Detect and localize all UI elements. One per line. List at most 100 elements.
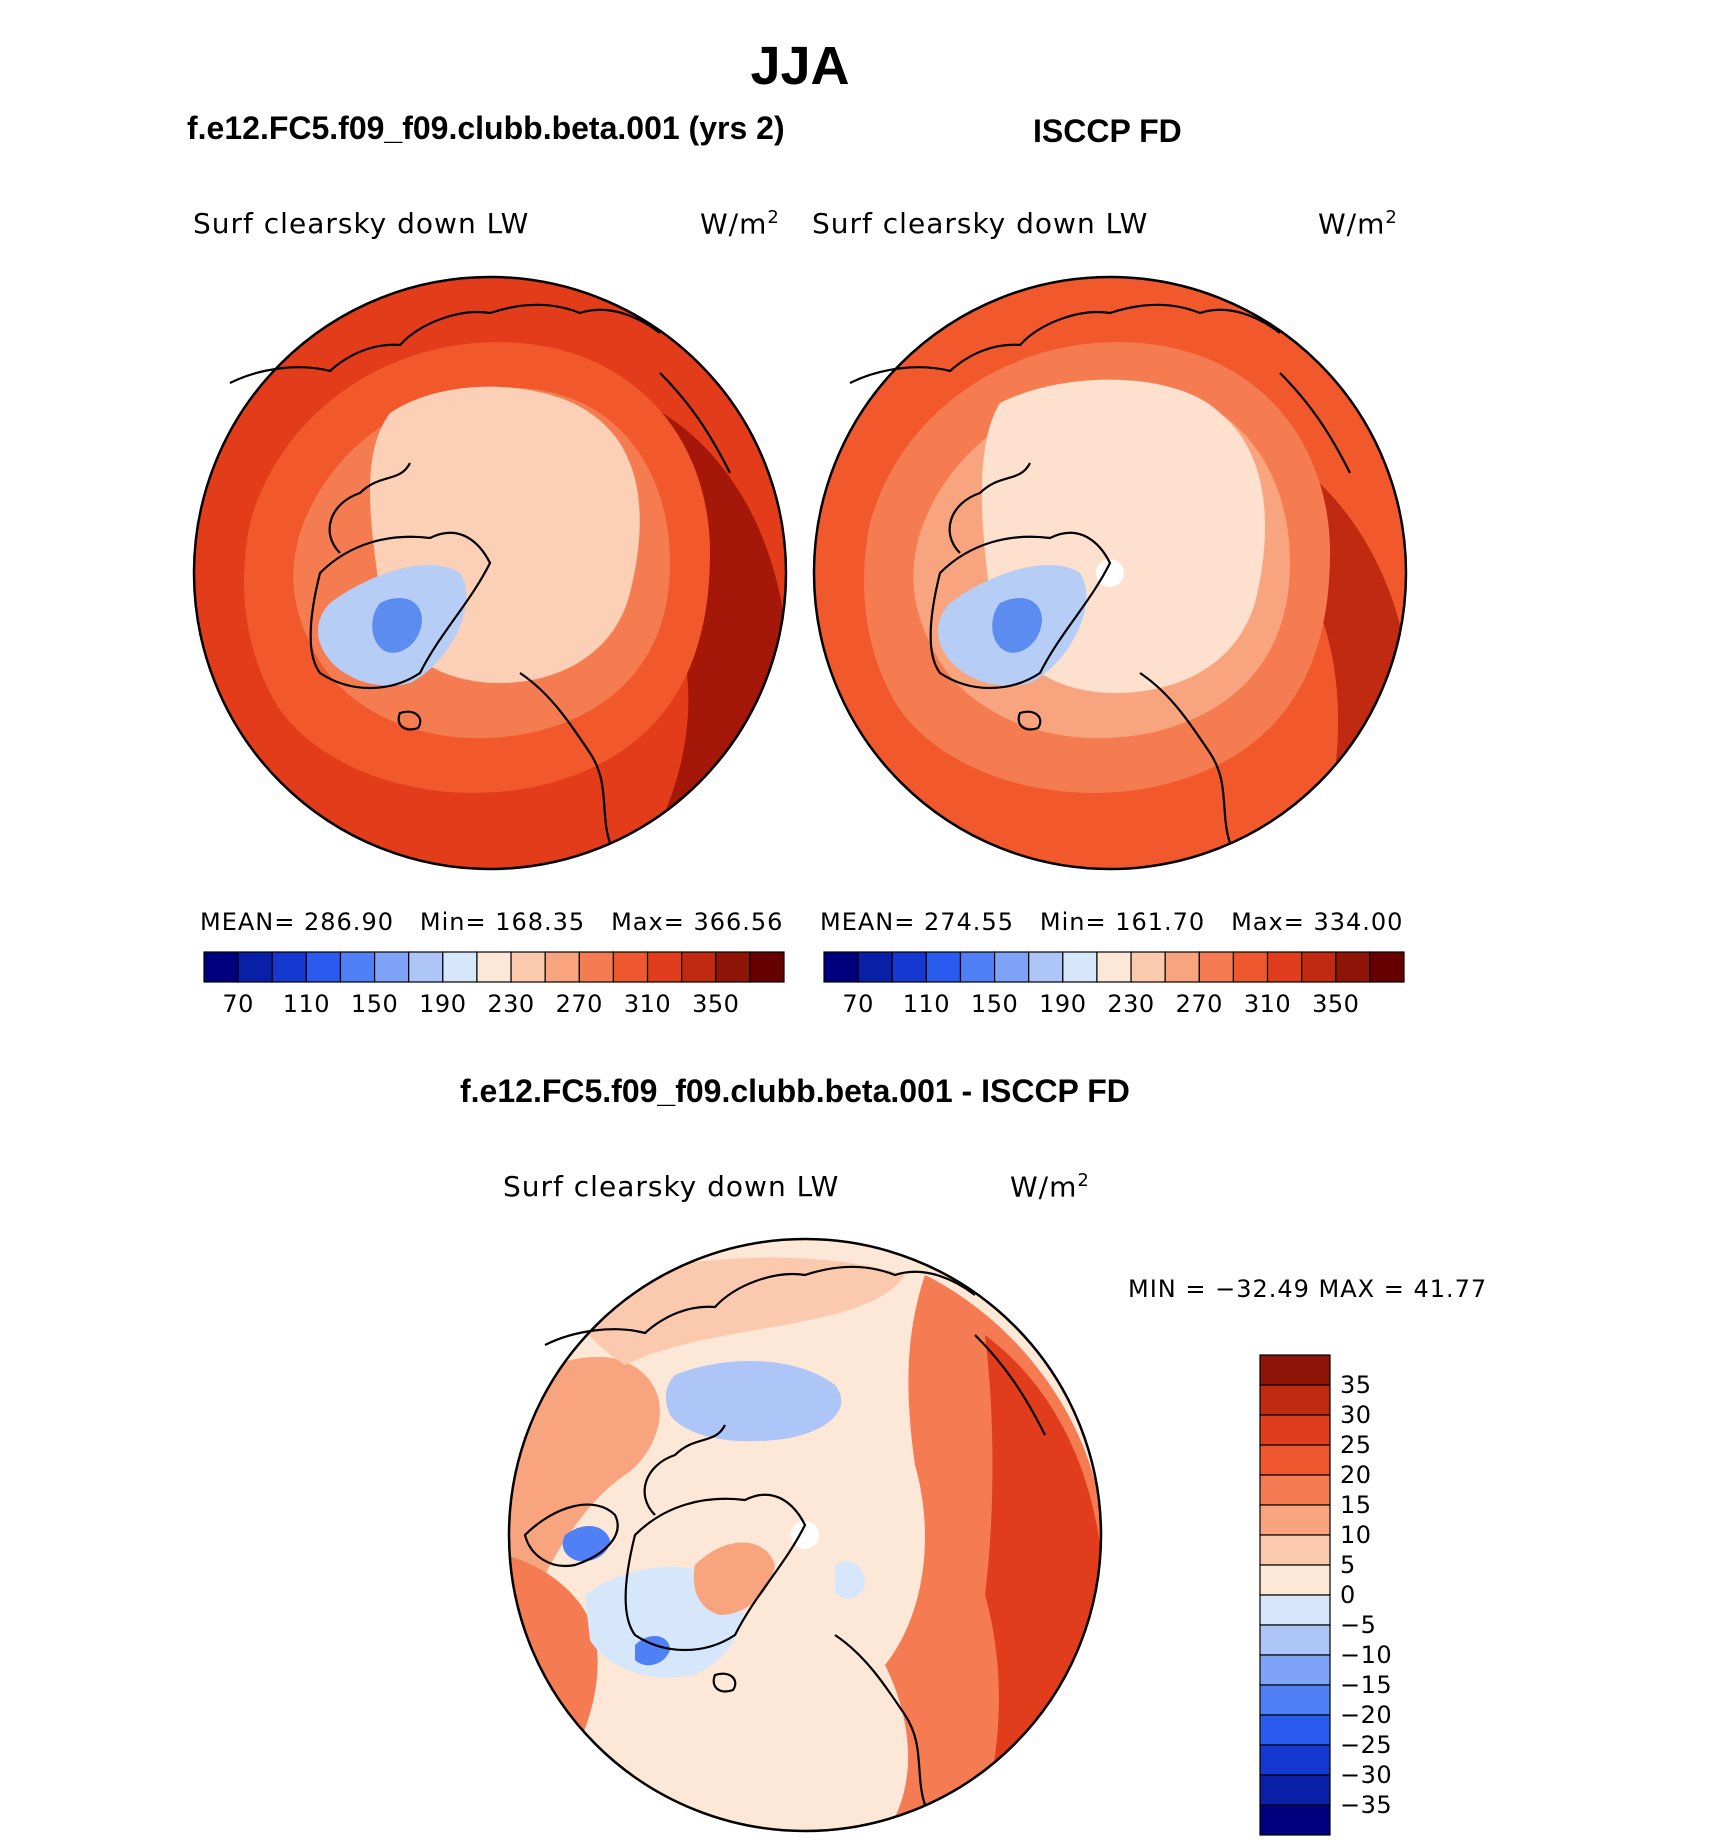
model-colorbar — [203, 951, 785, 983]
colorbar-tick-label: 70 — [222, 990, 254, 1018]
model-colorbar-ticks: 70 110 150 190 230 270 310 350 — [204, 990, 784, 1020]
colorbar-swatch — [749, 951, 785, 983]
colorbar-swatch — [1259, 1504, 1331, 1536]
obs-coastlines — [849, 303, 1351, 844]
colorbar-tick-label: 5 — [1340, 1551, 1356, 1579]
colorbar-swatch — [1259, 1654, 1331, 1686]
obs-panel-heading: ISCCP FD — [1033, 113, 1182, 149]
diff-field-pos4-east — [975, 1335, 1101, 1831]
colorbar-swatch — [373, 951, 410, 983]
colorbar-swatch — [1232, 951, 1269, 983]
colorbar-swatch — [1266, 951, 1303, 983]
diff-colorbar-ticks: 35 30 25 20 15 10 5 0 −5 −10 −15 −20 −25 −30 −35 — [1340, 1355, 1420, 1835]
colorbar-tick-label: 110 — [902, 990, 950, 1018]
colorbar-swatch — [1259, 1354, 1331, 1386]
colorbar-swatch — [237, 951, 273, 983]
colorbar-tick-label: −5 — [1340, 1611, 1377, 1639]
model-map-border — [192, 275, 788, 871]
colorbar-swatch — [1335, 951, 1371, 983]
diff-panel-heading: f.e12.FC5.f09_f09.clubb.beta.001 - ISCCP… — [460, 1073, 1130, 1109]
colorbar-swatch — [271, 951, 307, 983]
colorbar-swatch — [612, 951, 649, 983]
colorbar-swatch — [1259, 1564, 1331, 1596]
colorbar-tick-label: 25 — [1340, 1431, 1372, 1459]
colorbar-swatch — [1259, 1414, 1331, 1446]
colorbar-swatch — [891, 951, 927, 983]
colorbar-tick-label: −15 — [1340, 1671, 1393, 1699]
colorbar-swatch — [442, 951, 478, 983]
diff-field-neg1-east — [835, 1561, 865, 1599]
colorbar-tick-label: 270 — [555, 990, 603, 1018]
colorbar-tick-label: 0 — [1340, 1581, 1356, 1609]
colorbar-tick-label: 15 — [1340, 1491, 1372, 1519]
colorbar-swatch — [1301, 951, 1337, 983]
colorbar-tick-label: 350 — [692, 990, 740, 1018]
obs-polar-map — [812, 275, 1408, 871]
colorbar-swatch — [715, 951, 751, 983]
colorbar-swatch — [1259, 1444, 1331, 1476]
model-panel-heading: f.e12.FC5.f09_f09.clubb.beta.001 (yrs 2) — [187, 110, 785, 146]
colorbar-swatch — [993, 951, 1030, 983]
obs-units-label: W/m2 — [1318, 207, 1398, 241]
colorbar-swatch — [681, 951, 717, 983]
colorbar-tick-label: 150 — [970, 990, 1019, 1018]
colorbar-tick-label: 350 — [1312, 990, 1360, 1018]
diff-colorbar — [1259, 1354, 1331, 1836]
colorbar-swatch — [823, 951, 859, 983]
colorbar-tick-label: 30 — [1340, 1401, 1372, 1429]
model-variable-label: Surf clearsky down LW — [193, 207, 530, 240]
obs-colorbar-ticks: 70 110 150 190 230 270 310 350 — [824, 990, 1404, 1020]
colorbar-swatch — [646, 951, 683, 983]
colorbar-tick-label: 10 — [1340, 1521, 1372, 1549]
diff-field-pos2-greenland — [693, 1542, 775, 1615]
colorbar-swatch — [1369, 951, 1405, 983]
figure-title: JJA — [750, 36, 850, 96]
colorbar-swatch — [1096, 951, 1132, 983]
colorbar-swatch — [1062, 951, 1098, 983]
obs-pole-gap — [1096, 559, 1124, 587]
colorbar-tick-label: −35 — [1340, 1791, 1393, 1819]
diff-field-neg3-patch — [562, 1525, 610, 1562]
colorbar-tick-label: 35 — [1340, 1371, 1372, 1399]
colorbar-tick-label: 230 — [1107, 990, 1155, 1018]
colorbar-swatch — [1259, 1534, 1331, 1566]
colorbar-tick-label: 110 — [282, 990, 330, 1018]
diff-units-label: W/m2 — [1010, 1170, 1090, 1204]
model-polar-map — [192, 275, 788, 871]
colorbar-swatch — [1130, 951, 1166, 983]
colorbar-swatch — [578, 951, 615, 983]
colorbar-tick-label: −30 — [1340, 1761, 1393, 1789]
diff-pole-gap — [791, 1521, 819, 1549]
obs-colorbar — [823, 951, 1405, 983]
model-stats: MEAN= 286.90 Min= 168.35 Max= 366.56 — [200, 908, 784, 936]
colorbar-swatch — [544, 951, 580, 983]
obs-greenland-core — [992, 598, 1042, 653]
diff-variable-label: Surf clearsky down LW — [503, 1170, 840, 1203]
colorbar-swatch — [857, 951, 893, 983]
colorbar-swatch — [1259, 1714, 1331, 1746]
colorbar-swatch — [339, 951, 376, 983]
colorbar-swatch — [1259, 1474, 1331, 1506]
obs-variable-label: Surf clearsky down LW — [812, 207, 1149, 240]
diff-field-neg3-greenland — [635, 1635, 670, 1666]
diff-map-border — [507, 1237, 1103, 1833]
colorbar-swatch — [1259, 1594, 1331, 1626]
colorbar-swatch — [1028, 951, 1064, 983]
colorbar-swatch — [510, 951, 546, 983]
colorbar-swatch — [1259, 1384, 1331, 1416]
diff-field-pos2-west — [509, 1356, 660, 1695]
diff-field-neg2-arctic — [665, 1361, 842, 1442]
colorbar-swatch — [1259, 1624, 1331, 1656]
colorbar-swatch — [1198, 951, 1235, 983]
colorbar-swatch — [476, 951, 512, 983]
diff-minmax: MIN = −32.49 MAX = 41.77 — [1128, 1275, 1488, 1303]
colorbar-swatch — [1259, 1684, 1331, 1716]
diff-coastlines — [523, 1265, 1046, 1806]
colorbar-swatch — [1259, 1804, 1331, 1836]
colorbar-tick-label: 190 — [1039, 990, 1087, 1018]
colorbar-tick-label: −25 — [1340, 1731, 1393, 1759]
colorbar-tick-label: 70 — [842, 990, 874, 1018]
colorbar-swatch — [408, 951, 444, 983]
colorbar-swatch — [1259, 1774, 1331, 1806]
obs-map-border — [812, 275, 1408, 871]
